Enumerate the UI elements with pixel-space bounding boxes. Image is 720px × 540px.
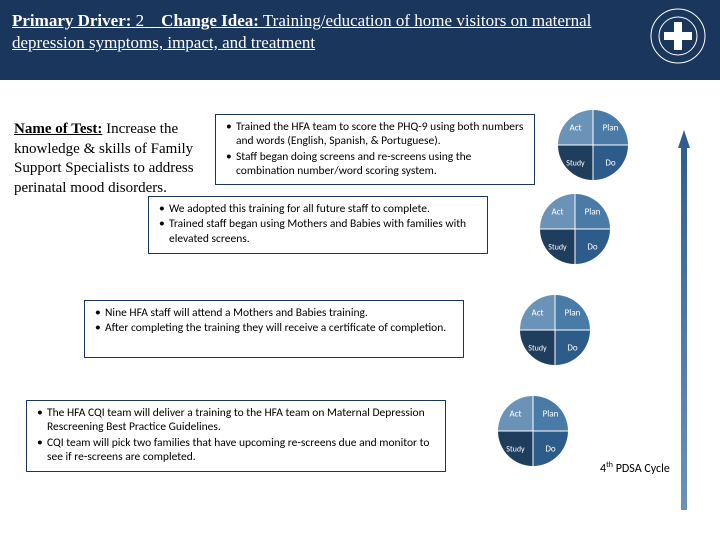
svg-text:Plan: Plan: [543, 409, 559, 420]
svg-text:Study: Study: [548, 243, 567, 253]
bullet-item: Trained staff began using Mothers and Ba…: [157, 217, 479, 246]
text-box: Trained the HFA team to score the PHQ-9 …: [215, 114, 535, 185]
text-box: We adopted this training for all future …: [148, 196, 488, 254]
pdsa-wheel: Plan Do Study Act: [520, 295, 590, 365]
pdsa-wheel: Plan Do Study Act: [540, 194, 610, 264]
change-label: Change Idea:: [161, 11, 259, 30]
cycle-text: PDSA Cycle: [616, 462, 670, 476]
cycle-sup: th: [606, 460, 613, 470]
bullet-item: Staff began doing screens and re-screens…: [224, 150, 526, 179]
svg-text:Do: Do: [587, 242, 598, 253]
svg-text:Act: Act: [551, 207, 563, 218]
svg-text:Plan: Plan: [603, 123, 619, 134]
svg-text:Study: Study: [566, 159, 585, 169]
svg-text:Act: Act: [569, 123, 581, 134]
header-bar: Primary Driver: 2 Change Idea: Training/…: [0, 0, 720, 80]
bullet-item: The HFA CQI team will deliver a training…: [35, 406, 437, 435]
header-title: Primary Driver: 2 Change Idea: Training/…: [12, 10, 620, 54]
svg-text:Do: Do: [545, 444, 556, 455]
content-area: Name of Test: Increase the knowledge & s…: [0, 80, 720, 540]
health-dept-logo: [650, 8, 706, 64]
pdsa-wheel: Plan Do Study Act: [498, 396, 568, 466]
text-box: Nine HFA staff will attend a Mothers and…: [84, 300, 464, 358]
svg-text:Plan: Plan: [565, 308, 581, 319]
pdsa-wheel: Plan Do Study Act: [558, 110, 628, 180]
svg-text:Do: Do: [605, 158, 616, 169]
svg-text:Study: Study: [528, 344, 547, 354]
svg-text:Act: Act: [509, 409, 521, 420]
driver-label: Primary Driver:: [12, 11, 131, 30]
driver-num: 2: [136, 11, 145, 30]
bullet-item: We adopted this training for all future …: [157, 202, 479, 216]
bullet-item: CQI team will pick two families that hav…: [35, 436, 437, 465]
bullet-item: Nine HFA staff will attend a Mothers and…: [93, 306, 455, 320]
svg-text:Act: Act: [531, 308, 543, 319]
upward-arrow: [678, 130, 690, 510]
bullet-item: Trained the HFA team to score the PHQ-9 …: [224, 120, 526, 149]
svg-text:Do: Do: [567, 343, 578, 354]
test-name-block: Name of Test: Increase the knowledge & s…: [14, 120, 214, 198]
bullet-item: After completing the training they will …: [93, 321, 455, 335]
test-name-label: Name of Test:: [14, 121, 102, 137]
svg-text:Plan: Plan: [585, 207, 601, 218]
text-box: The HFA CQI team will deliver a training…: [26, 400, 446, 472]
svg-text:Study: Study: [506, 445, 525, 455]
cycle-label: 4th PDSA Cycle: [600, 460, 670, 476]
